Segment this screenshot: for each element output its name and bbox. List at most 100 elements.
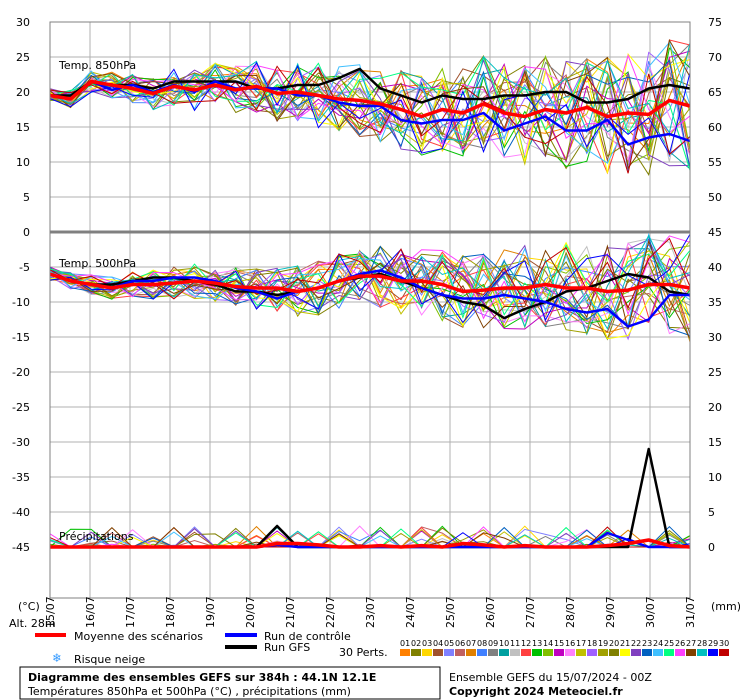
pert-number-label: 21: [620, 639, 630, 648]
left-tick-label: -20: [12, 366, 30, 379]
pert-number-label: 10: [499, 639, 509, 648]
date-tick-label: 15/07: [44, 596, 57, 628]
t850-panel-label: Temp. 850hPa: [58, 59, 136, 72]
left-tick-label: 5: [23, 191, 30, 204]
pert-color-swatch: [576, 649, 586, 656]
legend-control-label: Run de contrôle: [264, 630, 351, 643]
pert-t850-line: [49, 42, 691, 142]
left-tick-label: -30: [12, 436, 30, 449]
date-tick-label: 20/07: [244, 596, 257, 628]
legend-mean-label: Moyenne des scénarios: [74, 630, 203, 643]
legend-snow-label: Risque neige: [74, 653, 145, 666]
pert-number-label: 04: [433, 639, 443, 648]
pert-color-swatch: [444, 649, 454, 656]
left-tick-label: 25: [16, 51, 30, 64]
right-tick-label: 60: [708, 121, 722, 134]
pert-color-swatch: [466, 649, 476, 656]
pert-color-swatch: [620, 649, 630, 656]
left-tick-label: 0: [23, 226, 30, 239]
pert-color-swatch: [664, 649, 674, 656]
footer-copyright: Copyright 2024 Meteociel.fr: [449, 685, 623, 698]
right-tick-label: 0: [708, 541, 715, 554]
series-t850-line: [49, 79, 691, 119]
pert-number-label: 02: [411, 639, 421, 648]
pert-color-swatch: [532, 649, 542, 656]
pert-color-swatch: [422, 649, 432, 656]
left-tick-label: 20: [16, 86, 30, 99]
pert-color-swatch: [400, 649, 410, 656]
legend: Moyenne des scénarios Run de contrôle Ru…: [35, 630, 729, 666]
main-series-lines: [49, 67, 691, 549]
pert-color-swatch: [499, 649, 509, 656]
pert-color-swatch: [510, 649, 520, 656]
snowflake-icon: ❄: [52, 651, 61, 666]
footer-title: Diagramme des ensembles GEFS sur 384h : …: [28, 671, 376, 684]
pert-t500-line: [49, 233, 691, 324]
pert-color-swatch: [477, 649, 487, 656]
pert-number-label: 26: [675, 639, 685, 648]
pert-color-swatch: [433, 649, 443, 656]
date-tick-label: 31/07: [684, 596, 697, 628]
pert-number-label: 05: [444, 639, 454, 648]
pert-number-label: 12: [521, 639, 531, 648]
left-tick-label: -5: [19, 261, 30, 274]
pert-color-swatch: [554, 649, 564, 656]
series-t500-line: [49, 272, 691, 294]
left-tick-label: -40: [12, 506, 30, 519]
date-tick-label: 18/07: [164, 596, 177, 628]
right-tick-label: 10: [708, 471, 722, 484]
precip-panel-label: Précipitations: [59, 530, 134, 543]
pert-number-label: 28: [697, 639, 707, 648]
pert-color-swatch: [719, 649, 729, 656]
right-tick-label: 55: [708, 156, 722, 169]
plot-frame: [49, 21, 691, 599]
pert-color-swatch: [631, 649, 641, 656]
date-tick-label: 16/07: [84, 596, 97, 628]
pert-number-label: 27: [686, 639, 696, 648]
pert-t850-line: [49, 41, 691, 166]
right-tick-label: 70: [708, 51, 722, 64]
legend-perts-label: 30 Perts.: [339, 646, 388, 659]
pert-color-swatch: [598, 649, 608, 656]
pert-color-swatch: [455, 649, 465, 656]
pert-number-label: 19: [598, 639, 608, 648]
date-tick-label: 24/07: [404, 596, 417, 628]
pert-number-label: 24: [653, 639, 663, 648]
pert-number-label: 07: [466, 639, 476, 648]
pert-t850-line: [49, 47, 691, 167]
footer-box: [19, 666, 441, 700]
pert-color-swatch: [697, 649, 707, 656]
date-tick-label: 27/07: [524, 596, 537, 628]
date-tick-label: 25/07: [444, 596, 457, 628]
pert-t500-line: [49, 240, 691, 328]
right-tick-label: 30: [708, 331, 722, 344]
pert-number-label: 29: [708, 639, 718, 648]
date-tick-label: 17/07: [124, 596, 137, 628]
pert-number-label: 25: [664, 639, 674, 648]
pert-t850-line: [49, 65, 691, 174]
footer-run: Ensemble GEFS du 15/07/2024 - 00Z: [449, 671, 652, 684]
pert-number-label: 06: [455, 639, 465, 648]
date-tick-label: 26/07: [484, 596, 497, 628]
pert-number-label: 20: [609, 639, 619, 648]
left-tick-label: -25: [12, 401, 30, 414]
pert-color-swatch: [642, 649, 652, 656]
pert-color-swatch: [543, 649, 553, 656]
left-tick-label: 30: [16, 16, 30, 29]
pert-number-label: 18: [587, 639, 597, 648]
right-unit-label: (mm): [711, 600, 740, 613]
series-t500-line: [49, 269, 690, 328]
date-tick-label: 19/07: [204, 596, 217, 628]
altitude-label: Alt. 28m: [9, 617, 56, 630]
right-tick-label: 5: [708, 506, 715, 519]
series-t850-line: [50, 67, 691, 104]
date-tick-label: 22/07: [324, 596, 337, 628]
pert-number-label: 15: [554, 639, 564, 648]
pert-color-swatch: [521, 649, 531, 656]
pert-precip-line: [49, 531, 690, 548]
left-unit-label: (°C): [18, 600, 40, 613]
pert-number-label: 23: [642, 639, 652, 648]
date-tick-label: 30/07: [644, 596, 657, 628]
pert-color-legend: 01 02 03 04 05 06 07 08 09 10 11 12 13 14 15 16 17 18 19 20…: [400, 639, 729, 656]
